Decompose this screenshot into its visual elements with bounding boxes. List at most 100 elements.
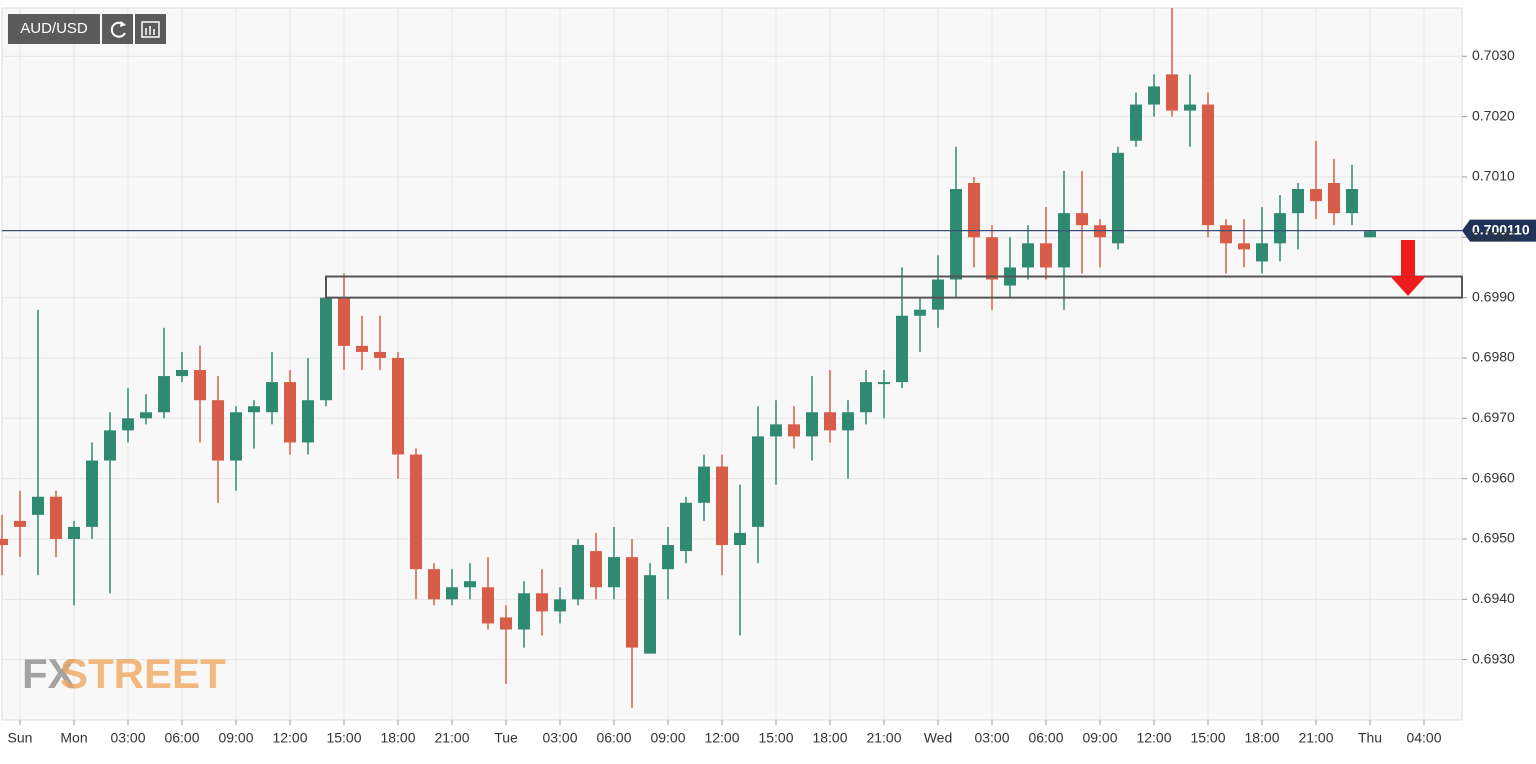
y-tick-label: 0.7030 — [1472, 47, 1515, 63]
candle-body — [500, 617, 512, 630]
candle-body — [842, 412, 854, 431]
candle-body — [176, 370, 188, 377]
candle-body — [230, 412, 242, 461]
candle-body — [752, 436, 764, 527]
x-tick-label: 15:00 — [1190, 730, 1225, 746]
symbol-badge[interactable] — [8, 14, 100, 44]
plot-area — [1, 7, 1463, 721]
candle-body — [1364, 231, 1376, 238]
candle-body — [1220, 225, 1232, 244]
x-tick-label: 09:00 — [218, 730, 253, 746]
candle-body — [194, 370, 206, 401]
y-tick-label: 0.6940 — [1472, 590, 1515, 606]
candle-body — [860, 382, 872, 413]
candle-body — [320, 297, 332, 401]
candle-body — [824, 412, 836, 431]
x-tick-label: Mon — [60, 730, 87, 746]
x-tick-label: 03:00 — [542, 730, 577, 746]
candle-body — [932, 279, 944, 310]
x-tick-label: 09:00 — [1082, 730, 1117, 746]
candle-body — [0, 538, 8, 546]
y-tick-label: 0.6990 — [1472, 288, 1515, 304]
watermark-fx: FX — [22, 650, 76, 697]
candle-body — [698, 466, 710, 503]
x-tick-label: 21:00 — [866, 730, 901, 746]
interval-icon — [141, 21, 160, 38]
x-tick-label: 21:00 — [434, 730, 469, 746]
x-tick-label: 12:00 — [272, 730, 307, 746]
candle-body — [410, 454, 422, 570]
candle-body — [86, 460, 98, 527]
candle-body — [788, 424, 800, 437]
y-tick-label: 0.6980 — [1472, 349, 1515, 365]
candle-body — [284, 382, 296, 443]
candles — [0, 8, 1376, 708]
x-tick-label: Sun — [8, 730, 33, 746]
candle-body — [590, 551, 602, 588]
y-tick-label: 0.6950 — [1472, 530, 1515, 546]
watermark-street: STREET — [60, 650, 226, 697]
x-tick-label: 09:00 — [650, 730, 685, 746]
x-tick-label: 12:00 — [704, 730, 739, 746]
x-tick-label: 18:00 — [380, 730, 415, 746]
candle-body — [1292, 189, 1304, 214]
candle-body — [1058, 213, 1070, 268]
candle-body — [968, 182, 980, 238]
x-tick-label: 15:00 — [326, 730, 361, 746]
candle-body — [1076, 213, 1088, 226]
x-tick-label: 06:00 — [164, 730, 199, 746]
x-tick-label: 18:00 — [1244, 730, 1279, 746]
x-tick-label: 03:00 — [974, 730, 1009, 746]
x-tick-label: 15:00 — [758, 730, 793, 746]
x-tick-label: 21:00 — [1298, 730, 1333, 746]
candle-body — [374, 351, 386, 358]
candle-body — [680, 502, 692, 552]
candle-body — [1202, 104, 1214, 226]
x-tick-label: Wed — [924, 730, 953, 746]
candle-body — [1184, 104, 1196, 111]
candle-body — [14, 520, 26, 527]
candle-body — [1346, 189, 1358, 214]
symbol: AUD/USD — [20, 20, 88, 37]
x-tick-label: 06:00 — [1028, 730, 1063, 746]
y-tick-label: 0.6930 — [1472, 650, 1515, 666]
candle-body — [518, 593, 530, 630]
candle-body — [608, 557, 620, 588]
refresh-icon — [110, 21, 126, 38]
candle-body — [1040, 243, 1052, 268]
candle-body — [1130, 104, 1142, 141]
x-tick-label: 06:00 — [596, 730, 631, 746]
y-tick-label: 0.7010 — [1472, 168, 1515, 184]
candle-body — [464, 581, 476, 588]
candle-body — [536, 593, 548, 612]
y-tick-label: 0.6960 — [1472, 469, 1515, 485]
candle-body — [626, 557, 638, 648]
x-tick-label: Thu — [1358, 730, 1382, 746]
zone-box — [325, 275, 1463, 299]
refresh-button[interactable] — [102, 14, 133, 44]
candle-body — [68, 526, 80, 539]
candle-body — [1148, 86, 1160, 105]
candle-body — [1166, 74, 1178, 111]
candle-body — [1256, 243, 1268, 262]
candle-body — [266, 382, 278, 413]
x-tick-label: 03:00 — [110, 730, 145, 746]
x-tick-label: Tue — [494, 730, 518, 746]
candle-body — [1112, 152, 1124, 244]
candle-body — [104, 430, 116, 461]
candle-body — [50, 496, 62, 539]
candle-body — [1094, 225, 1106, 238]
overlay: 0.700110 — [2, 219, 1536, 299]
x-tick-label: 04:00 — [1406, 730, 1441, 746]
candle-body — [302, 400, 314, 443]
candle-body — [158, 376, 170, 413]
candle-body — [716, 466, 728, 546]
candle-body — [806, 412, 818, 437]
y-tick-label: 0.7020 — [1472, 107, 1515, 123]
candle-body — [1022, 243, 1034, 268]
candle-body — [572, 545, 584, 600]
candle-body — [1328, 182, 1340, 214]
candle-body — [356, 345, 368, 352]
